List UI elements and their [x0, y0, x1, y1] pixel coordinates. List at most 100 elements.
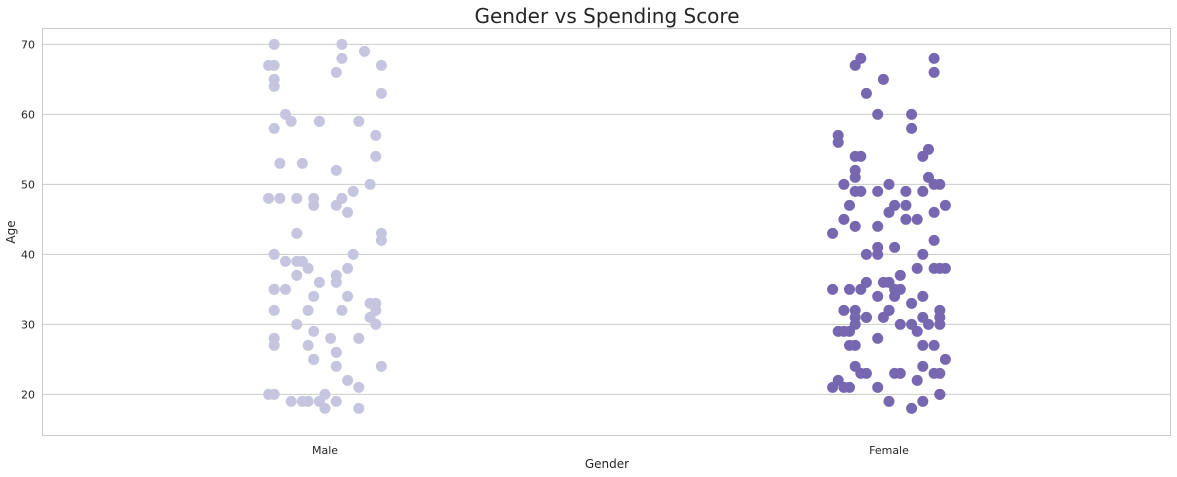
- point-female: [827, 227, 839, 239]
- x-axis-label: Gender: [585, 457, 629, 471]
- point-female: [849, 171, 861, 183]
- point-male: [268, 248, 280, 260]
- point-female: [917, 395, 929, 407]
- point-male: [291, 227, 303, 239]
- x-tick-labels: Male Female: [312, 444, 909, 457]
- point-female: [838, 213, 850, 225]
- point-female: [934, 388, 946, 400]
- point-female: [917, 248, 929, 260]
- point-male: [325, 332, 337, 344]
- point-male: [280, 283, 291, 295]
- point-female: [900, 199, 912, 211]
- x-tick-label-male: Male: [312, 444, 338, 457]
- plot-frame: [42, 28, 1171, 436]
- point-female: [860, 367, 872, 379]
- point-male: [336, 304, 348, 316]
- point-female: [872, 248, 884, 260]
- point-male: [375, 59, 387, 71]
- point-female: [917, 290, 929, 302]
- point-male: [342, 206, 354, 218]
- point-female: [844, 283, 855, 295]
- point-female: [900, 185, 912, 197]
- point-male: [308, 353, 320, 365]
- point-female: [872, 185, 884, 197]
- point-female: [872, 220, 884, 232]
- y-tick-label: 50: [21, 178, 35, 191]
- point-male: [280, 255, 291, 267]
- point-male: [268, 80, 280, 92]
- point-female: [917, 360, 929, 372]
- point-female: [894, 269, 906, 281]
- point-male: [263, 59, 275, 71]
- point-female: [906, 122, 918, 134]
- point-male: [308, 325, 320, 337]
- point-male: [330, 66, 342, 78]
- point-male: [285, 395, 297, 407]
- point-female: [889, 290, 901, 302]
- point-female: [872, 332, 884, 344]
- point-female: [849, 59, 861, 71]
- point-female: [917, 339, 929, 351]
- point-male: [302, 304, 314, 316]
- point-male: [375, 234, 387, 246]
- point-female: [877, 73, 889, 85]
- y-axis-label: Age: [4, 220, 18, 243]
- point-male: [342, 374, 354, 386]
- point-female: [928, 66, 940, 78]
- point-female: [872, 381, 884, 393]
- point-female: [844, 325, 855, 337]
- point-male: [336, 52, 348, 64]
- point-female: [939, 353, 951, 365]
- point-female: [923, 318, 934, 330]
- point-female: [906, 402, 918, 414]
- point-male: [342, 262, 354, 274]
- point-female: [827, 283, 839, 295]
- point-female: [849, 220, 861, 232]
- point-female: [832, 136, 844, 148]
- y-tick-label: 40: [21, 248, 35, 261]
- point-male: [375, 360, 387, 372]
- point-male: [291, 192, 303, 204]
- gridlines: [43, 43, 1170, 395]
- point-female: [872, 290, 884, 302]
- point-female: [911, 262, 923, 274]
- point-male: [347, 248, 359, 260]
- point-female: [844, 199, 855, 211]
- point-female: [855, 185, 867, 197]
- point-male: [353, 381, 365, 393]
- point-female: [939, 199, 951, 211]
- point-female: [917, 185, 929, 197]
- point-male: [319, 402, 331, 414]
- point-male: [274, 192, 286, 204]
- point-male: [313, 115, 325, 127]
- point-male: [330, 395, 342, 407]
- point-female: [911, 325, 923, 337]
- y-tick-label: 30: [21, 318, 35, 331]
- point-female: [883, 206, 895, 218]
- point-male: [268, 122, 280, 134]
- point-female: [911, 213, 923, 225]
- point-female: [939, 262, 951, 274]
- point-male: [302, 395, 314, 407]
- point-male: [330, 360, 342, 372]
- point-female: [917, 150, 929, 162]
- y-tick-label: 20: [21, 388, 35, 401]
- point-male: [268, 388, 280, 400]
- point-male: [370, 150, 382, 162]
- point-female: [894, 367, 906, 379]
- point-female: [860, 87, 872, 99]
- point-male: [291, 269, 303, 281]
- point-female: [877, 311, 889, 323]
- point-female: [934, 178, 946, 190]
- point-male: [274, 157, 286, 169]
- point-male: [359, 45, 370, 57]
- point-male: [330, 346, 342, 358]
- point-male: [296, 157, 308, 169]
- point-male: [313, 276, 325, 288]
- point-female: [849, 339, 861, 351]
- point-male: [291, 318, 303, 330]
- point-female: [934, 367, 946, 379]
- point-male: [330, 276, 342, 288]
- point-male: [263, 192, 275, 204]
